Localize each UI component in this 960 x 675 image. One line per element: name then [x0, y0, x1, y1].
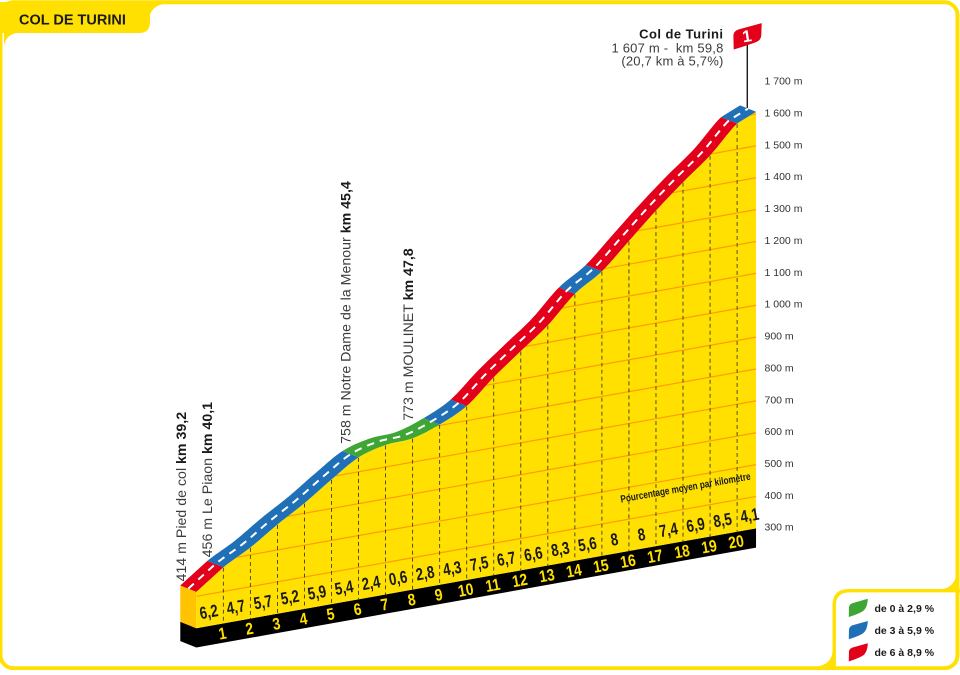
svg-text:1 600 m: 1 600 m: [765, 107, 803, 119]
svg-text:19: 19: [700, 537, 718, 558]
svg-text:15: 15: [592, 556, 611, 577]
svg-text:6,6: 6,6: [523, 544, 545, 566]
svg-text:4,3: 4,3: [442, 558, 464, 580]
svg-text:7,5: 7,5: [469, 553, 491, 575]
svg-text:773 m MOULINET km 47,8: 773 m MOULINET km 47,8: [401, 248, 417, 421]
svg-text:COL DE TURINI: COL DE TURINI: [19, 13, 126, 29]
svg-text:1 700 m: 1 700 m: [765, 76, 803, 88]
svg-text:4,7: 4,7: [225, 597, 247, 619]
svg-text:800 m: 800 m: [765, 362, 794, 374]
svg-text:5,6: 5,6: [577, 534, 599, 556]
svg-text:4: 4: [298, 610, 309, 630]
svg-text:16: 16: [619, 551, 637, 572]
svg-text:1 500 m: 1 500 m: [765, 139, 803, 151]
svg-text:10: 10: [457, 580, 475, 601]
svg-text:900 m: 900 m: [765, 331, 794, 343]
svg-text:6,9: 6,9: [685, 515, 707, 537]
svg-text:758 m Notre Dame de la Menour: 758 m Notre Dame de la Menour km 45,4: [339, 181, 355, 444]
svg-text:3: 3: [271, 615, 282, 635]
svg-text:2,4: 2,4: [360, 573, 382, 595]
svg-text:6,7: 6,7: [496, 549, 518, 571]
svg-text:0,6: 0,6: [387, 568, 409, 590]
svg-text:4,1: 4,1: [739, 505, 761, 527]
svg-text:12: 12: [511, 571, 529, 592]
svg-text:1 200 m: 1 200 m: [765, 235, 803, 247]
svg-text:6: 6: [352, 600, 363, 620]
svg-text:300 m: 300 m: [765, 522, 794, 534]
svg-text:14: 14: [565, 561, 584, 582]
svg-text:1 400 m: 1 400 m: [765, 171, 803, 183]
svg-text:8: 8: [609, 530, 620, 550]
svg-text:11: 11: [484, 575, 502, 596]
svg-text:8,3: 8,3: [550, 539, 572, 561]
svg-text:de 0 à 2,9 %: de 0 à 2,9 %: [875, 603, 935, 615]
svg-text:13: 13: [538, 566, 556, 587]
svg-text:500 m: 500 m: [765, 458, 794, 470]
svg-text:600 m: 600 m: [765, 426, 794, 438]
svg-text:17: 17: [646, 547, 664, 568]
svg-text:Col de Turini: Col de Turini: [639, 27, 723, 42]
svg-text:400 m: 400 m: [765, 490, 794, 502]
svg-text:7: 7: [379, 595, 390, 615]
svg-text:9: 9: [433, 586, 444, 606]
svg-text:2: 2: [244, 620, 255, 640]
svg-text:1 100 m: 1 100 m: [765, 267, 803, 279]
svg-text:2,8: 2,8: [414, 563, 436, 585]
svg-text:5,2: 5,2: [279, 587, 301, 609]
svg-text:1: 1: [741, 27, 753, 46]
svg-text:de 6 à 8,9 %: de 6 à 8,9 %: [875, 647, 935, 659]
svg-text:6,2: 6,2: [198, 602, 220, 624]
svg-text:8: 8: [636, 525, 647, 545]
svg-text:18: 18: [673, 542, 691, 563]
svg-text:5,7: 5,7: [252, 592, 274, 614]
svg-text:5: 5: [325, 605, 336, 625]
svg-text:1 000 m: 1 000 m: [765, 299, 803, 311]
svg-text:1 300 m: 1 300 m: [765, 203, 803, 215]
svg-text:7,4: 7,4: [658, 520, 680, 542]
svg-text:5,9: 5,9: [306, 582, 328, 604]
svg-text:8,5: 8,5: [712, 510, 734, 532]
svg-text:5,4: 5,4: [333, 577, 355, 599]
svg-text:1 607 m - km 59,8: 1 607 m - km 59,8: [612, 41, 724, 56]
svg-text:(20,7 km à 5,7%): (20,7 km à 5,7%): [621, 54, 723, 69]
svg-text:414 m Pied de col km 39,2: 414 m Pied de col km 39,2: [174, 412, 190, 582]
svg-text:de 3 à 5,9 %: de 3 à 5,9 %: [875, 625, 935, 637]
svg-text:700 m: 700 m: [765, 394, 794, 406]
svg-text:20: 20: [727, 532, 745, 553]
svg-text:8: 8: [406, 591, 417, 611]
svg-text:1: 1: [217, 624, 228, 644]
svg-text:456 m Le Piaon km 40,1: 456 m Le Piaon km 40,1: [200, 402, 216, 557]
